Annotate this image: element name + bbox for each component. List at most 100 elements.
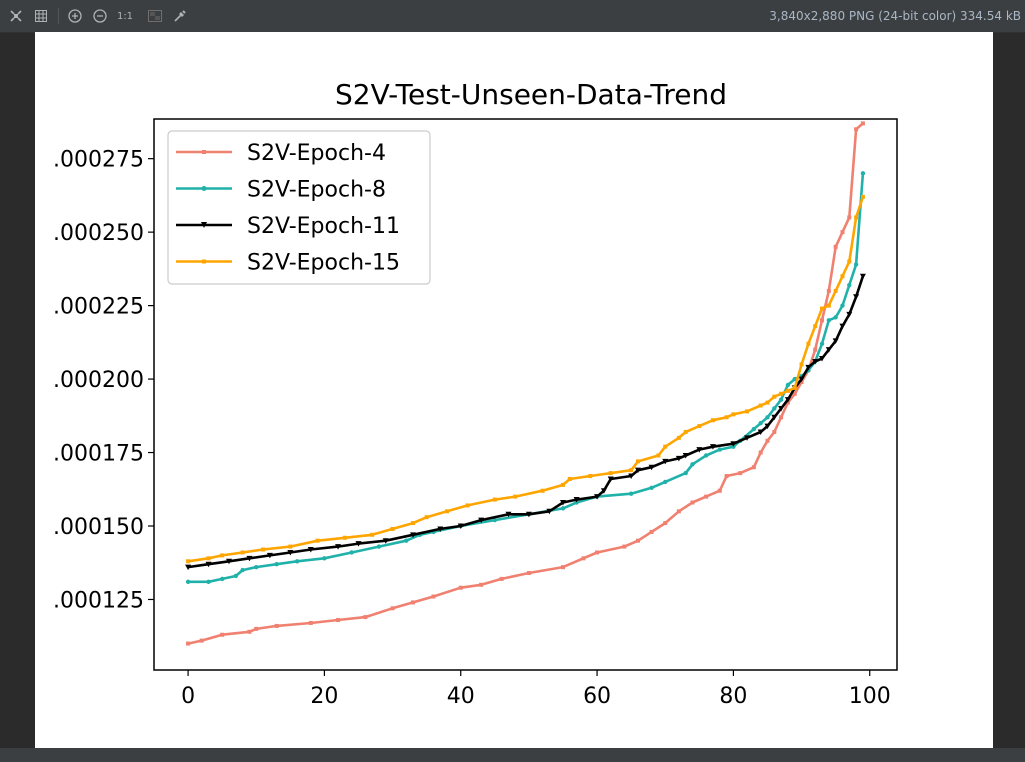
data-point: [826, 288, 831, 293]
color-picker-icon[interactable]: [171, 7, 189, 25]
toolbar-separator: [58, 8, 59, 24]
legend-label: S2V-Epoch-15: [247, 251, 400, 276]
data-point: [274, 562, 279, 567]
data-point: [492, 497, 497, 502]
data-point: [376, 544, 382, 549]
x-tick-label: 0: [181, 684, 195, 709]
plot-area: [185, 121, 866, 646]
data-point: [840, 303, 845, 308]
data-point: [382, 538, 389, 544]
data-point: [546, 508, 553, 515]
data-point: [778, 405, 785, 412]
data-point: [635, 459, 640, 464]
data-point: [390, 606, 395, 611]
x-tick-label: 80: [719, 684, 747, 709]
data-point: [478, 517, 485, 524]
fit-to-window-icon[interactable]: [7, 7, 25, 25]
data-point: [785, 382, 791, 388]
data-point: [860, 171, 866, 176]
data-point: [853, 262, 859, 267]
x-tick-label: 20: [310, 684, 338, 709]
data-point: [559, 499, 566, 506]
data-point: [690, 500, 695, 505]
data-point: [233, 573, 238, 579]
zoom-out-icon[interactable]: [91, 7, 109, 25]
data-point: [731, 412, 736, 417]
legend-label: S2V-Epoch-11: [247, 214, 400, 239]
data-point: [458, 585, 463, 590]
grid-icon[interactable]: [32, 7, 50, 25]
legend-label: S2V-Epoch-8: [247, 178, 386, 203]
data-point: [240, 567, 245, 573]
data-point: [662, 458, 669, 465]
legend-marker: [201, 186, 207, 191]
data-point: [628, 491, 634, 496]
data-point: [560, 565, 565, 570]
chart-title: S2V-Test-Unseen-Data-Trend: [335, 78, 727, 111]
data-point: [758, 403, 763, 408]
data-point: [663, 444, 668, 449]
data-point: [588, 474, 593, 479]
file-info-text: 3,840x2,880 PNG (24-bit color) 334.54 kB: [769, 9, 1021, 23]
data-point: [799, 362, 804, 367]
data-point: [675, 455, 682, 462]
data-point: [315, 538, 320, 543]
data-point: [839, 323, 846, 330]
data-point: [833, 315, 838, 320]
data-point: [826, 303, 831, 308]
data-point: [854, 215, 859, 220]
data-point: [635, 538, 640, 543]
data-point: [819, 356, 826, 362]
data-point: [199, 638, 204, 643]
data-point: [758, 420, 763, 426]
data-point: [336, 618, 341, 623]
data-point: [683, 429, 688, 434]
series-S2V-Epoch-15: [186, 194, 865, 564]
data-point: [826, 318, 832, 323]
x-tick-label: 60: [583, 684, 611, 709]
data-point: [859, 273, 866, 280]
data-point: [445, 509, 450, 514]
data-point: [772, 394, 777, 399]
data-point: [847, 259, 852, 264]
data-point: [704, 494, 709, 499]
data-point: [820, 306, 825, 311]
data-point: [697, 424, 702, 429]
data-point: [832, 338, 839, 344]
data-point: [765, 438, 770, 443]
data-point: [730, 441, 737, 447]
data-point: [560, 482, 565, 487]
y-tick-label: .000275: [53, 148, 144, 173]
data-point: [784, 397, 791, 403]
data-point: [274, 623, 279, 628]
data-point: [840, 274, 845, 279]
data-point: [744, 435, 751, 441]
data-point: [465, 503, 470, 508]
data-point: [696, 447, 703, 453]
data-point: [240, 550, 245, 555]
data-point: [288, 544, 293, 549]
data-point: [363, 615, 368, 620]
data-point: [526, 571, 531, 576]
data-point: [738, 471, 743, 476]
chessboard-background-icon[interactable]: [146, 7, 164, 25]
actual-size-icon[interactable]: 1:1: [116, 7, 134, 25]
data-point: [349, 550, 354, 555]
data-point: [710, 418, 715, 423]
data-point: [607, 476, 614, 482]
data-point: [370, 532, 375, 537]
y-tick-label: .000225: [53, 295, 144, 320]
zoom-in-icon[interactable]: [66, 7, 84, 25]
x-tick-label: 100: [849, 684, 891, 709]
data-point: [185, 564, 192, 571]
data-point: [206, 556, 211, 561]
data-point: [854, 127, 859, 132]
data-point: [411, 600, 416, 605]
data-point: [629, 468, 634, 473]
data-point: [825, 347, 832, 353]
data-point: [594, 494, 601, 500]
data-point: [499, 576, 504, 581]
data-point: [792, 385, 797, 390]
series-line: [187, 122, 864, 645]
data-point: [772, 429, 777, 434]
